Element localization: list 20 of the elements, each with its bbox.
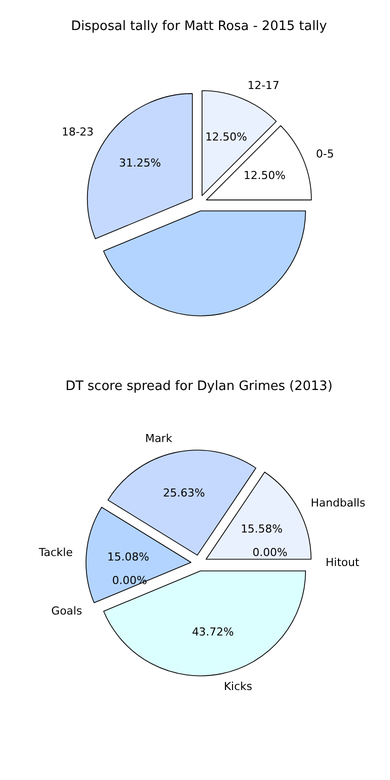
chart-title: Disposal tally for Matt Rosa - 2015 tally bbox=[70, 19, 328, 34]
data-label: 15.08% bbox=[107, 550, 150, 564]
slice-label: Mark bbox=[145, 432, 173, 446]
text: 0.00% bbox=[252, 546, 288, 560]
text: 0.00% bbox=[112, 574, 148, 588]
data-label: 15.58% bbox=[240, 522, 283, 536]
data-label: 12.50% bbox=[205, 130, 248, 144]
chart-title: DT score spread for Dylan Grimes (2013) bbox=[65, 379, 333, 394]
data-label: 31.25% bbox=[118, 156, 161, 170]
category-label: Hitout bbox=[326, 556, 360, 570]
data-label: 43.72% bbox=[192, 626, 234, 639]
slice-label: 0-5 bbox=[316, 148, 334, 161]
data-label: 12.50% bbox=[244, 168, 286, 182]
data-label: 25.63% bbox=[163, 486, 205, 500]
slice-label: Handballs bbox=[310, 496, 366, 510]
slice-label: 18-23 bbox=[62, 126, 94, 139]
slice-label: Tackle bbox=[38, 546, 73, 560]
slice-label: Kicks bbox=[224, 680, 253, 694]
category-label: Goals bbox=[51, 604, 82, 618]
slice-label: 12-17 bbox=[247, 78, 280, 92]
